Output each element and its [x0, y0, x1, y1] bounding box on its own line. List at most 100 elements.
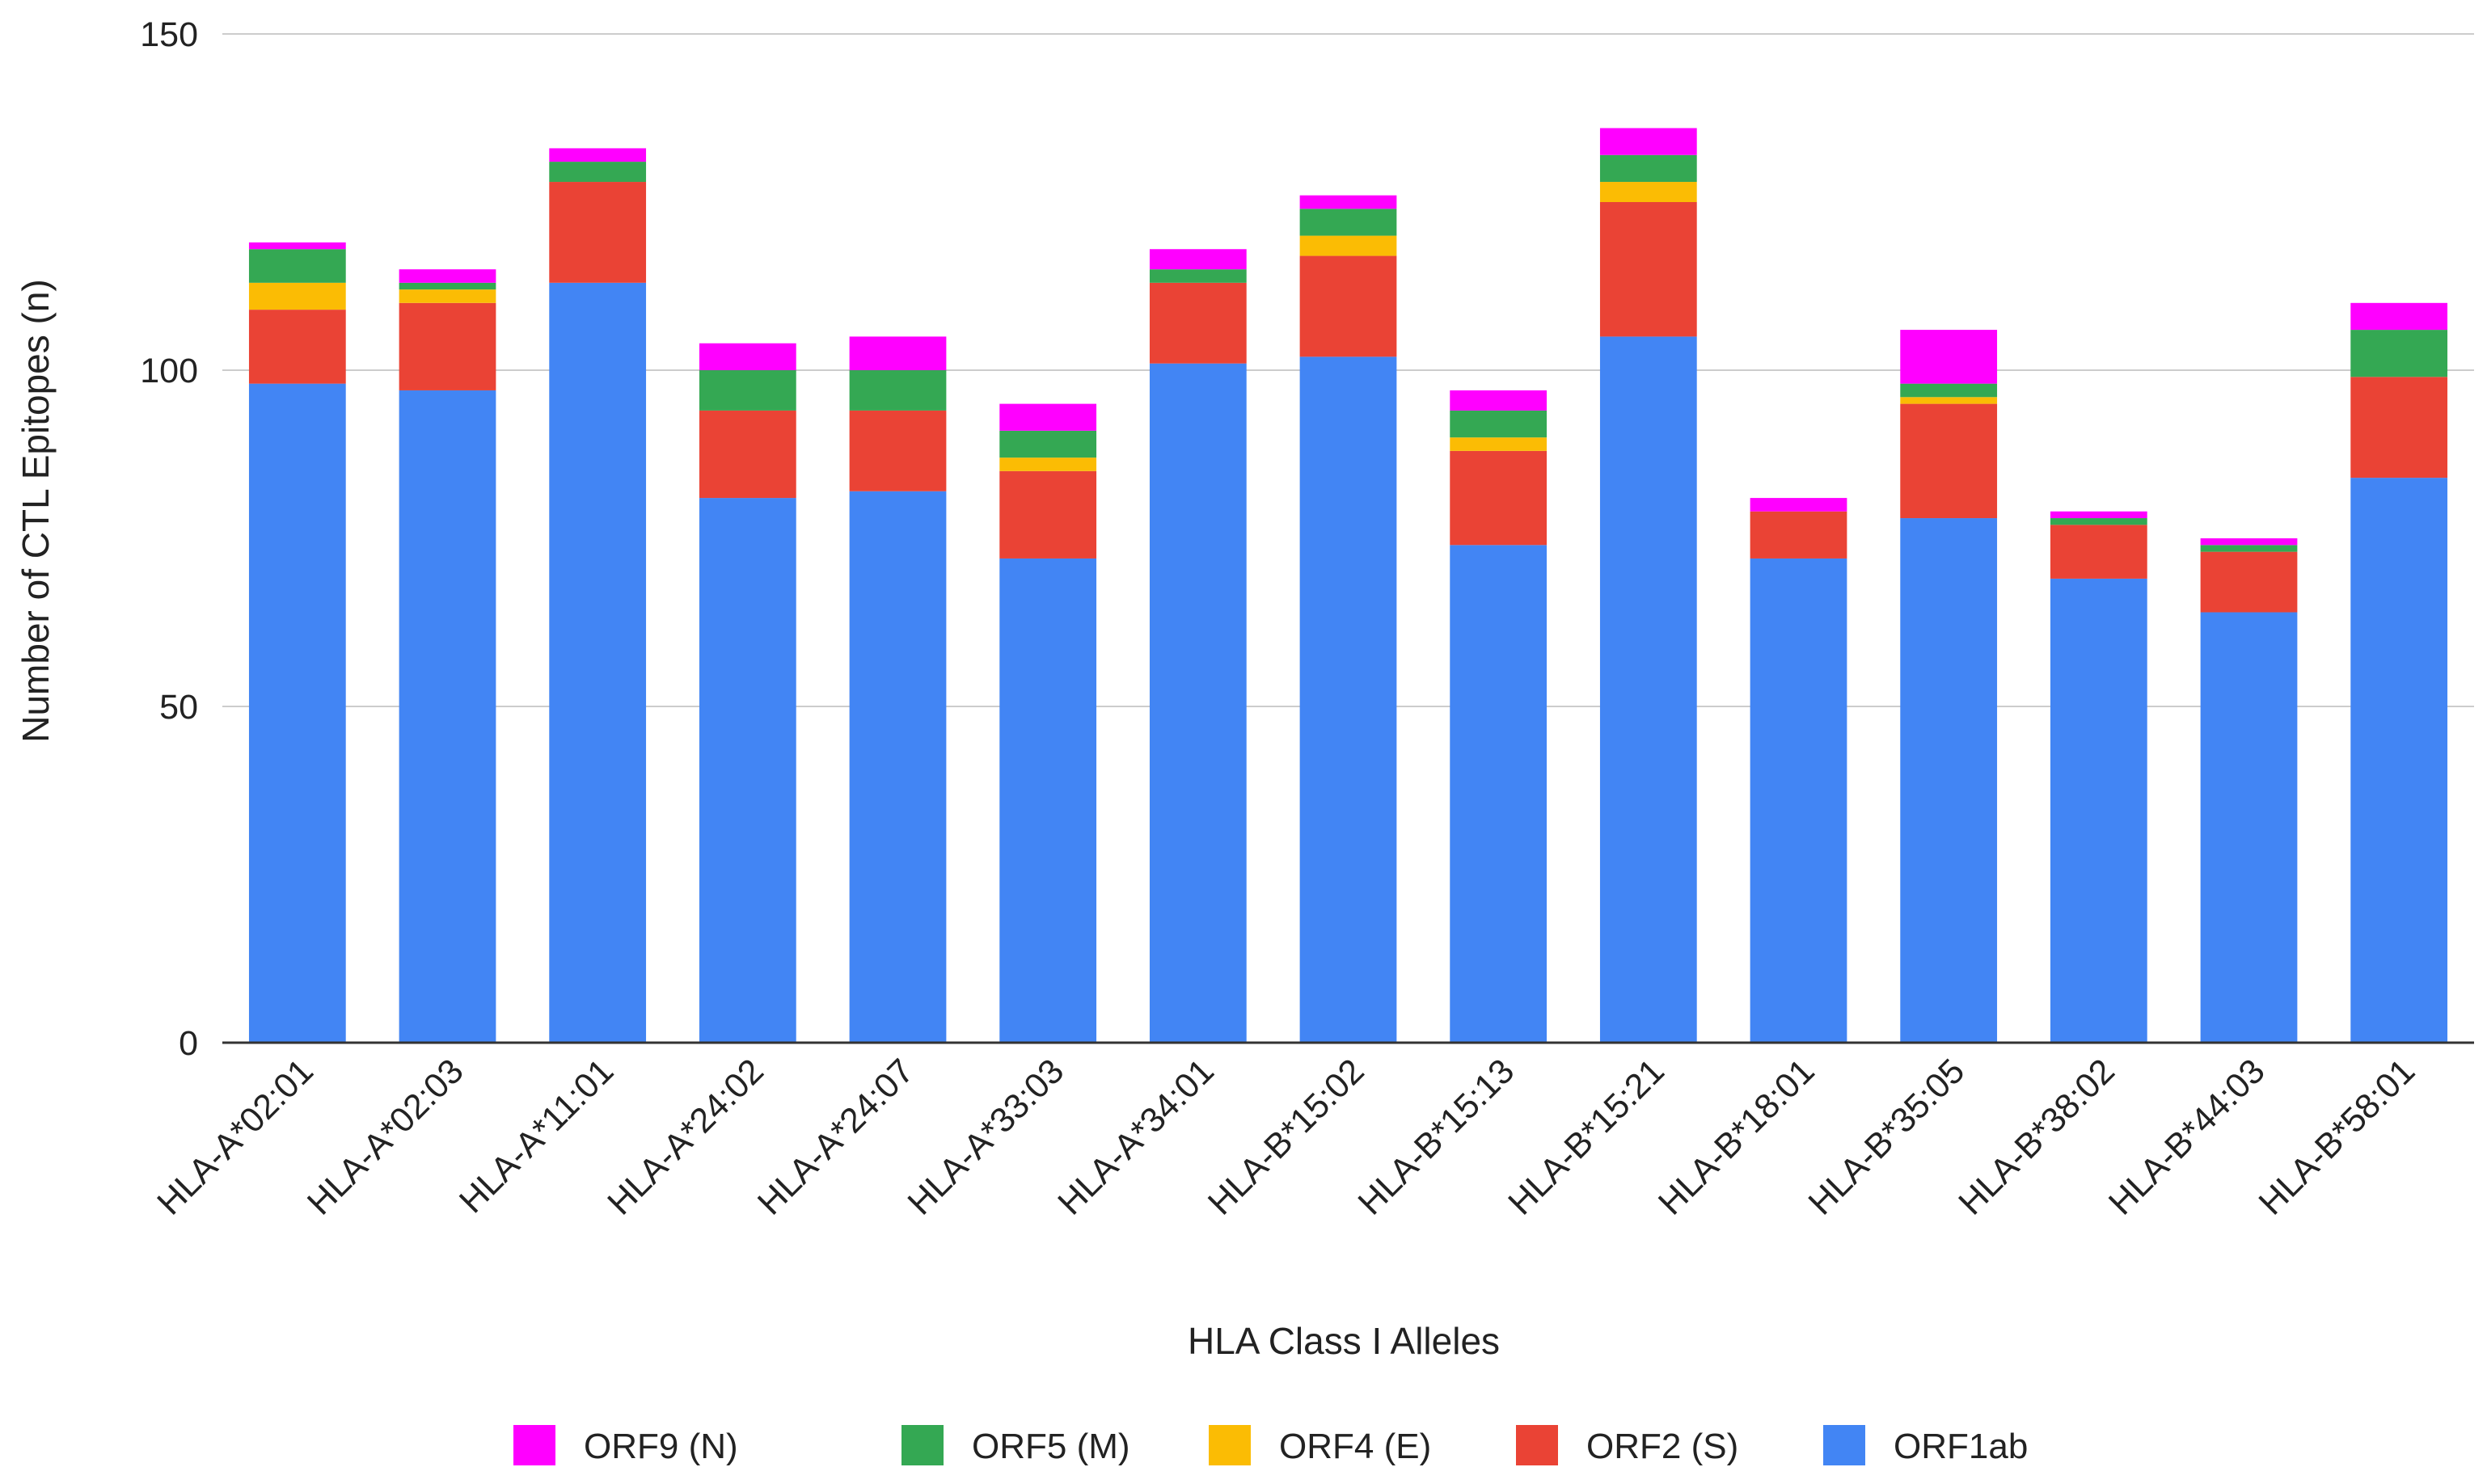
bar-segment: [1299, 255, 1397, 357]
x-tick-label: HLA-B*58:01: [2252, 1052, 2422, 1222]
x-tick-label: HLA-A*02:01: [150, 1052, 320, 1222]
bar-segment: [999, 403, 1097, 431]
bar-segment: [699, 410, 796, 499]
bar-segment: [2350, 330, 2448, 377]
bar-segment: [248, 249, 346, 283]
bar-segment: [1450, 545, 1548, 1043]
bar-segment: [549, 148, 647, 162]
bar-segment: [2200, 551, 2298, 613]
bar-segment: [549, 182, 647, 283]
bar-segment: [399, 390, 496, 1043]
x-tick-label: HLA-B*35:05: [1801, 1052, 1972, 1222]
y-axis-title: Number of CTL Epitopes (n): [15, 279, 57, 743]
bar-segment: [1900, 397, 1998, 404]
bar-segment: [399, 282, 496, 290]
bar-segment: [549, 162, 647, 183]
legend-label: ORF9 (N): [584, 1427, 738, 1466]
bar-segment: [549, 282, 647, 1043]
legend-label: ORF4 (E): [1279, 1427, 1431, 1466]
bar-segment: [999, 558, 1097, 1043]
legend-label: ORF5 (M): [972, 1427, 1130, 1466]
bar-segment: [2350, 377, 2448, 479]
bar-segment: [999, 457, 1097, 471]
bar-segment: [399, 269, 496, 283]
bar-segment: [2050, 578, 2147, 1043]
x-tick-label: HLA-A*24:02: [600, 1052, 771, 1222]
bar-segment: [2350, 478, 2448, 1043]
legend-label: ORF2 (S): [1586, 1427, 1738, 1466]
bar-segment: [2350, 302, 2448, 331]
x-tick-label: HLA-B*38:02: [1951, 1052, 2122, 1222]
bar-segment: [1299, 209, 1397, 236]
bar-segment: [248, 282, 346, 310]
bar-segment: [1599, 154, 1697, 183]
bar-segment: [1299, 235, 1397, 256]
bar-segment: [399, 289, 496, 303]
bar-segment: [1599, 128, 1697, 155]
bar-segment: [248, 383, 346, 1043]
x-tick-label: HLA-A*34:01: [1050, 1052, 1221, 1222]
x-tick-label: HLA-B*15:21: [1501, 1052, 1671, 1222]
x-axis-title: HLA Class I Alleles: [1188, 1320, 1500, 1362]
x-tick-label: HLA-A*24:07: [750, 1052, 921, 1222]
bar-segment: [1900, 403, 1998, 519]
legend-swatch: [1516, 1425, 1558, 1465]
bar-segment: [699, 343, 796, 370]
bar-segment: [699, 498, 796, 1043]
legend-swatch: [1823, 1425, 1865, 1465]
bar-segment: [2200, 545, 2298, 552]
bar-segment: [1149, 363, 1247, 1043]
bar-segment: [2050, 518, 2147, 525]
bar-segment: [1450, 410, 1548, 438]
bar-segment: [248, 242, 346, 250]
legend: ORF9 (N) ORF5 (M) ORF4 (E) ORF2 (S) ORF1ab: [513, 1425, 2028, 1466]
y-tick-label: 0: [179, 1024, 198, 1063]
legend-swatch: [901, 1425, 944, 1465]
bar-segment: [1450, 450, 1548, 546]
bar-segment: [1450, 390, 1548, 411]
y-tick-label: 150: [140, 15, 198, 54]
bar-segment: [1149, 269, 1247, 283]
x-tick-label: HLA-B*15:02: [1201, 1052, 1371, 1222]
bar-segment: [699, 370, 796, 411]
x-tick-label: HLA-B*15:13: [1351, 1052, 1522, 1222]
bar-segment: [1599, 336, 1697, 1043]
y-tick-label: 50: [159, 688, 198, 727]
x-tick-label: HLA-A*02:03: [300, 1052, 471, 1222]
bars: [248, 128, 2448, 1043]
bar-segment: [999, 470, 1097, 559]
bar-segment: [849, 336, 947, 370]
bar-segment: [1299, 195, 1397, 209]
bar-segment: [1599, 202, 1697, 337]
bar-segment: [1900, 518, 1998, 1043]
legend-label: ORF1ab: [1894, 1427, 2028, 1466]
bar-segment: [399, 302, 496, 390]
bar-segment: [999, 430, 1097, 458]
bar-segment: [1450, 437, 1548, 451]
x-tick-label: HLA-A*11:01: [452, 1052, 621, 1221]
bar-segment: [2200, 538, 2298, 546]
x-tick-label: HLA-A*33:03: [901, 1052, 1071, 1222]
bar-segment: [2050, 525, 2147, 579]
bar-segment: [1750, 511, 1847, 559]
bar-segment: [849, 491, 947, 1043]
bar-segment: [1900, 383, 1998, 398]
bar-segment: [849, 370, 947, 411]
x-tick-label: HLA-B*44:03: [2101, 1052, 2272, 1222]
bar-segment: [1149, 282, 1247, 364]
bar-segment: [1750, 558, 1847, 1043]
y-tick-label: 100: [140, 352, 198, 390]
bar-segment: [1599, 182, 1697, 202]
bar-segment: [1750, 498, 1847, 512]
bar-segment: [248, 310, 346, 384]
x-tick-label: HLA-B*18:01: [1651, 1052, 1822, 1222]
bar-segment: [1299, 356, 1397, 1043]
bar-segment: [2200, 612, 2298, 1043]
legend-swatch: [1209, 1425, 1251, 1465]
bar-segment: [1149, 249, 1247, 270]
bar-segment: [1900, 330, 1998, 384]
legend-swatch: [513, 1425, 555, 1465]
bar-segment: [2050, 511, 2147, 519]
